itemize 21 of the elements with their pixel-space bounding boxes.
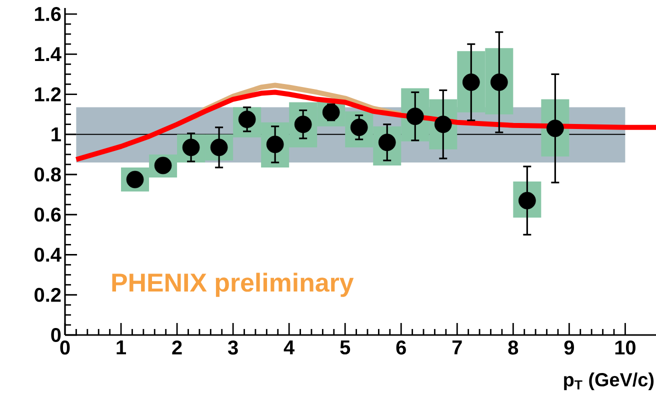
y-tick-label: 1.2 bbox=[35, 87, 61, 102]
x-tick-label: 7 bbox=[452, 340, 462, 354]
x-tick-label: 3 bbox=[228, 340, 238, 355]
y-tick-label: 1 bbox=[52, 128, 61, 142]
y-tick-label: 0.2 bbox=[34, 288, 61, 302]
x-axis-title: p$_{T}$ (GeV/c) bbox=[564, 372, 654, 390]
y-tick-label: 0.6 bbox=[34, 208, 61, 222]
y-tick-label: 1.6 bbox=[35, 6, 61, 22]
x-tick-label: 8 bbox=[508, 340, 518, 355]
x-tick-label: 10 bbox=[615, 340, 636, 355]
x-tick-label: 5 bbox=[340, 340, 350, 354]
x-tick-label: 2 bbox=[172, 340, 182, 354]
y-tick-label: 0.8 bbox=[34, 167, 61, 182]
x-tick-label: 4 bbox=[284, 340, 295, 354]
x-tick-label: 6 bbox=[396, 340, 406, 355]
y-tick-label: 0 bbox=[51, 328, 61, 342]
y-tick-label: 0.4 bbox=[34, 248, 62, 262]
x-tick-label: 9 bbox=[564, 340, 574, 355]
y-tick-label: 1.4 bbox=[35, 47, 62, 61]
x-tick-label: 1 bbox=[116, 340, 126, 354]
annotation: PHENIX preliminary bbox=[112, 272, 354, 297]
